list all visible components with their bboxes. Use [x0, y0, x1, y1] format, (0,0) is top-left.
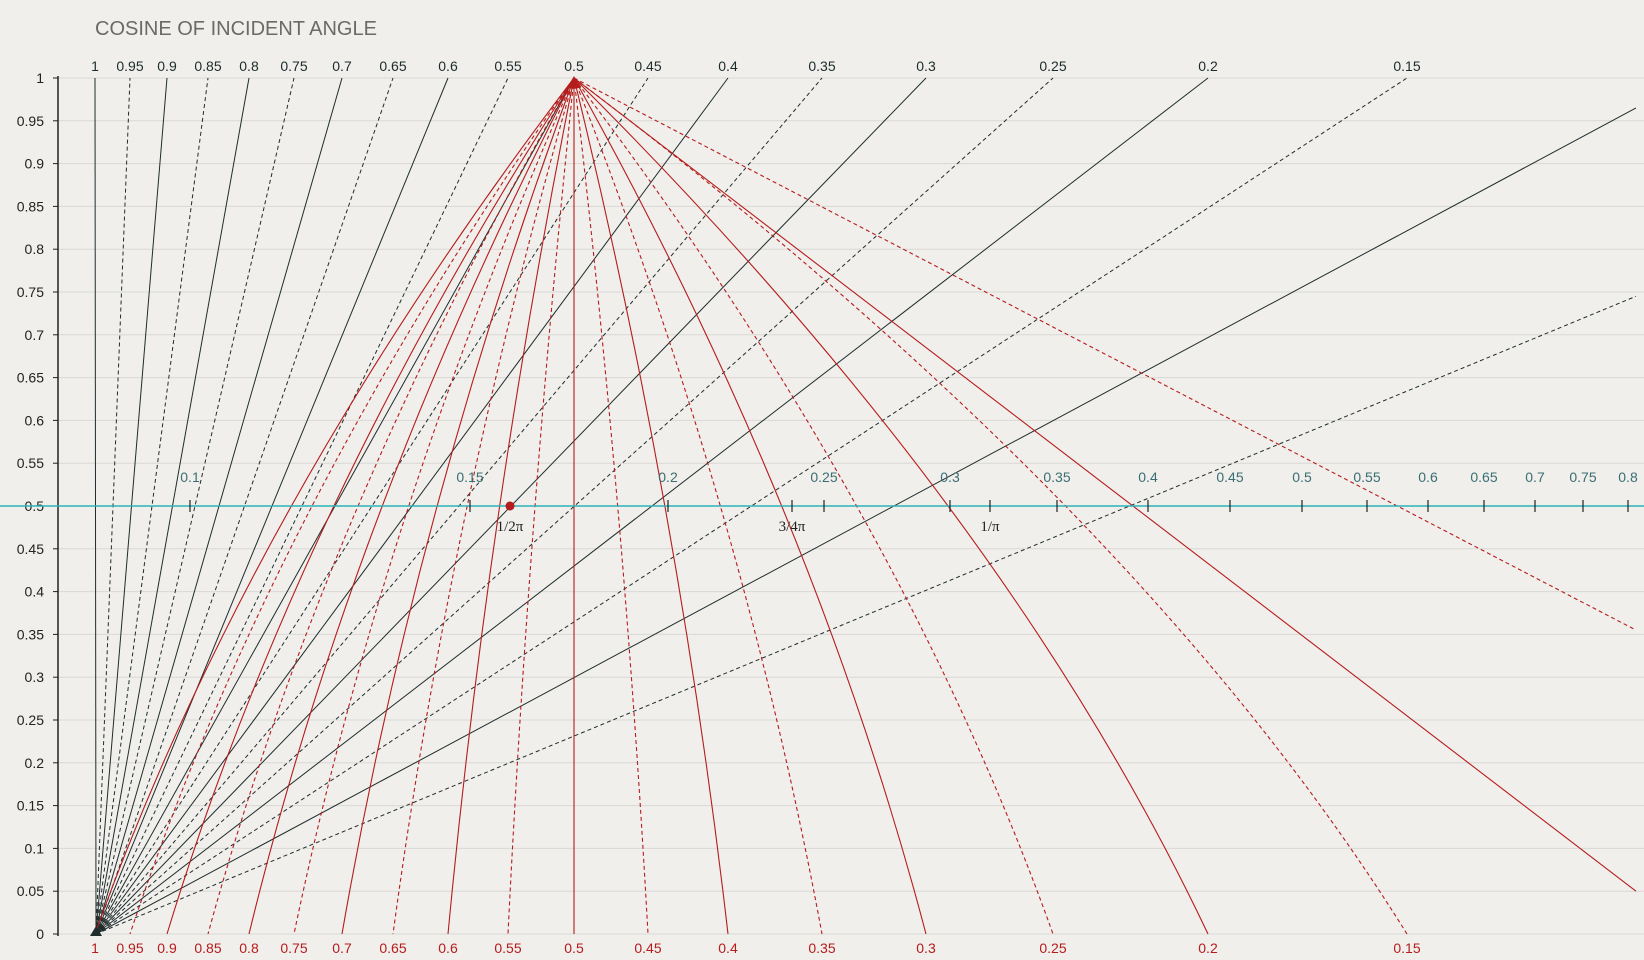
top-fan-label: 0.15 — [1393, 58, 1420, 74]
horizon-tick-label: 0.15 — [456, 469, 483, 485]
bottom-fan-line — [573, 77, 1637, 892]
top-fan-label: 0.8 — [239, 58, 259, 74]
horizon-tick-label: 0.65 — [1470, 469, 1497, 485]
bottom-fan-label: 0.6 — [438, 940, 458, 956]
bottom-fan-label: 0.55 — [494, 940, 521, 956]
bottom-fan-label: 0.9 — [157, 940, 177, 956]
y-tick-label: 0.6 — [25, 412, 45, 428]
y-tick-label: 0.05 — [17, 883, 44, 899]
bottom-fan-label: 0.25 — [1039, 940, 1066, 956]
bottom-fan-label: 0.95 — [116, 940, 143, 956]
y-tick-label: 0.4 — [25, 584, 45, 600]
y-tick-label: 0.1 — [25, 840, 45, 856]
horizon-tick-label: 0.45 — [1216, 469, 1243, 485]
y-tick-label: 0.25 — [17, 712, 44, 728]
chart-title: COSINE OF INCIDENT ANGLE — [95, 18, 377, 40]
origin-arrow — [90, 926, 102, 936]
y-tick-label: 0.2 — [25, 755, 45, 771]
top-fan-label: 0.75 — [280, 58, 307, 74]
bottom-fan-label: 0.15 — [1393, 940, 1420, 956]
horizon-tick-label: 0.25 — [810, 469, 837, 485]
bottom-fan-label: 0.85 — [194, 940, 221, 956]
top-fan-line — [95, 77, 209, 935]
horizon-tick-label: 0.3 — [940, 469, 960, 485]
y-tick-label: 0.3 — [25, 669, 45, 685]
top-fan-label: 0.4 — [718, 58, 738, 74]
bottom-fan-label: 1 — [91, 940, 99, 956]
top-fan-label: 0.9 — [157, 58, 177, 74]
horizon-tick-label: 0.35 — [1043, 469, 1070, 485]
y-tick-label: 0.85 — [17, 198, 44, 214]
bottom-fan-label: 0.75 — [280, 940, 307, 956]
y-tick-label: 0.35 — [17, 626, 44, 642]
y-tick-label: 0.95 — [17, 113, 44, 129]
horizon-tick-label: 0.55 — [1353, 469, 1380, 485]
top-fan-label: 0.65 — [379, 58, 406, 74]
horizon-tick-label: 0.7 — [1525, 469, 1545, 485]
bottom-fan-label: 0.8 — [239, 940, 259, 956]
horizon-tick-label: 0.75 — [1569, 469, 1596, 485]
apex-arrow — [567, 76, 581, 88]
horizon-tick-label: 0.2 — [658, 469, 678, 485]
horizon-tick-label: 0.5 — [1292, 469, 1312, 485]
top-fan-line — [95, 107, 1637, 935]
top-fan-label: 0.25 — [1039, 58, 1066, 74]
markers: 1/2π 3/4π 1/π — [497, 500, 1000, 535]
marker-label: 1/π — [980, 519, 1000, 535]
bottom-fan-label: 0.5 — [564, 940, 584, 956]
y-tick-label: 0.8 — [25, 241, 45, 257]
horizon-line: 0.1 0.15 0.2 0.25 0.3 0.35 0.4 0.45 0.5 0.55 0.6 0.… — [0, 469, 1644, 512]
horizon-tick-label: 0.4 — [1138, 469, 1158, 485]
bottom-fan: 1 0.95 0.9 0.85 0.8 0.75 0.7 0.65 0.6 0.55 0.5 0.45… — [90, 76, 1637, 956]
bottom-fan-label: 0.35 — [808, 940, 835, 956]
marker-dot — [505, 501, 515, 511]
bottom-fan-label: 0.3 — [916, 940, 936, 956]
horizon-tick-label: 0.8 — [1618, 469, 1638, 485]
top-fan-line — [95, 77, 1054, 935]
top-fan-label: 0.95 — [116, 58, 143, 74]
bottom-fan-label: 0.65 — [379, 940, 406, 956]
marker-label: 3/4π — [779, 519, 806, 535]
y-tick-label: 0.15 — [17, 798, 44, 814]
bottom-fan-label: 0.2 — [1198, 940, 1218, 956]
horizon-tick-label: 0.1 — [180, 469, 200, 485]
top-fan-line — [95, 295, 1637, 935]
top-fan-label: 0.55 — [494, 58, 521, 74]
marker-label: 1/2π — [497, 519, 524, 535]
top-fan-label: 0.6 — [438, 58, 458, 74]
top-fan: 1 0.95 0.9 0.85 0.8 0.75 0.7 0.65 0.6 0.55 0.5 0.45… — [91, 58, 1637, 935]
top-fan-label: 0.35 — [808, 58, 835, 74]
top-fan-label: 0.7 — [332, 58, 352, 74]
top-fan-label: 0.3 — [916, 58, 936, 74]
y-tick-label: 0.9 — [25, 156, 45, 172]
top-fan-line — [95, 77, 509, 935]
top-fan-label: 1 — [91, 58, 99, 74]
top-fan-line — [95, 77, 1408, 935]
bottom-fan-label: 0.7 — [332, 940, 352, 956]
y-tick-label: 0 — [36, 926, 44, 942]
top-fan-label: 0.45 — [634, 58, 661, 74]
bottom-fan-label: 0.4 — [718, 940, 738, 956]
y-tick-label: 0.65 — [17, 370, 44, 386]
horizon-tick-label: 0.6 — [1418, 469, 1438, 485]
top-fan-label: 0.5 — [564, 58, 584, 74]
bottom-fan-label: 0.45 — [634, 940, 661, 956]
top-fan-label: 0.2 — [1198, 58, 1218, 74]
y-tick-label: 1 — [36, 70, 44, 86]
bottom-fan-line — [573, 77, 823, 935]
y-tick-label: 0.7 — [25, 327, 45, 343]
y-tick-label: 0.45 — [17, 541, 44, 557]
bottom-fan-line — [573, 77, 1637, 631]
y-tick-label: 0.75 — [17, 284, 44, 300]
y-tick-label: 0.55 — [17, 455, 44, 471]
top-fan-label: 0.85 — [194, 58, 221, 74]
y-axis: 00.050.10.150.20.250.30.350.40.450.50.55… — [17, 70, 59, 942]
top-fan-line — [95, 77, 649, 935]
bottom-fan-line — [129, 77, 575, 935]
